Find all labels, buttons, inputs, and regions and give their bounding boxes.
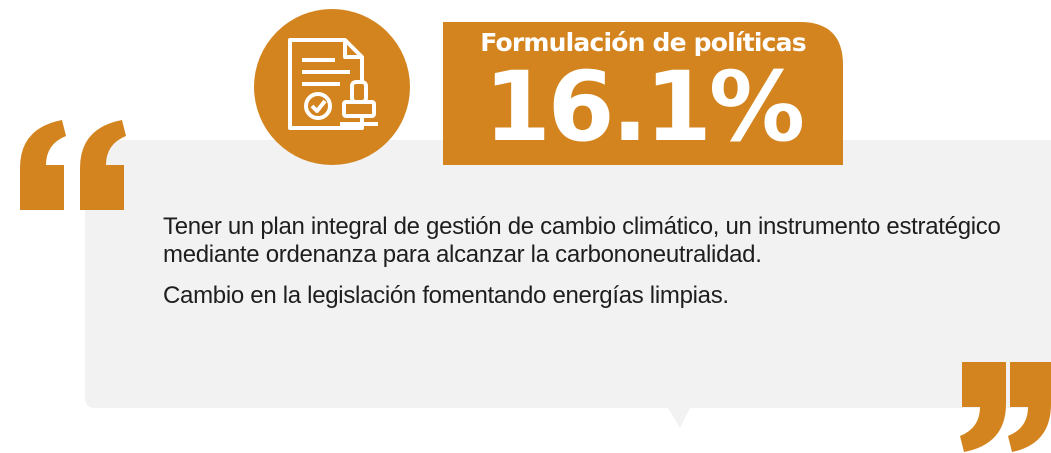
icon-circle	[254, 9, 410, 165]
quote-line: Cambio en la legislación fomentando ener…	[163, 282, 729, 309]
document-icon	[288, 38, 378, 130]
quote-box	[85, 140, 1051, 428]
quote-line: Tener un plan integral de gestión de cam…	[163, 213, 1001, 268]
open-quote	[20, 120, 126, 210]
badge-title: Formulación de políticas	[480, 28, 806, 57]
badge-value: 16.1%	[483, 51, 805, 163]
close-quote	[960, 362, 1051, 452]
quote-text: Tener un plan integral de gestión de cam…	[163, 213, 1043, 323]
badge	[443, 22, 843, 165]
